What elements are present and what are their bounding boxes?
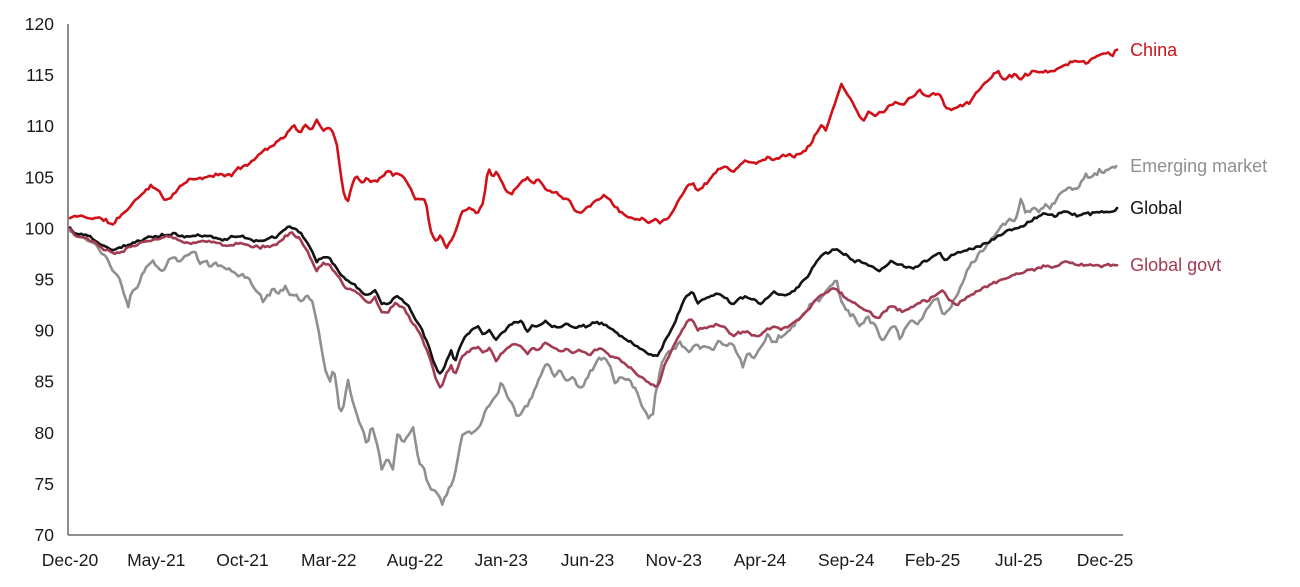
x-tick-label: Sep-24 (818, 550, 875, 570)
x-tick-label: Jun-23 (561, 550, 615, 570)
y-tick-label: 120 (25, 14, 54, 34)
x-tick-label: Aug-22 (387, 550, 443, 570)
y-tick-label: 115 (26, 65, 54, 85)
x-tick-label: Jul-25 (995, 550, 1043, 570)
y-tick-label: 90 (35, 321, 55, 341)
legend-label-global-govt: Global govt (1130, 255, 1222, 276)
y-tick-label: 110 (26, 116, 54, 136)
y-tick-label: 100 (25, 218, 54, 238)
x-tick-label: Apr-24 (734, 550, 787, 570)
series-line-global-govt (68, 227, 1119, 389)
x-tick-label: Mar-22 (301, 550, 356, 570)
y-tick-label: 80 (35, 423, 55, 443)
series-line-china (68, 48, 1119, 250)
x-tick-label: Oct-21 (216, 550, 269, 570)
y-tick-label: 75 (35, 474, 54, 494)
y-tick-label: 105 (25, 167, 54, 187)
x-tick-label: Dec-25 (1077, 550, 1133, 570)
x-tick-label: Nov-23 (646, 550, 702, 570)
y-tick-label: 85 (35, 372, 54, 392)
x-tick-label: Dec-20 (42, 550, 99, 570)
legend-label-emerging-market: Emerging market (1130, 156, 1268, 177)
x-tick-label: Feb-25 (905, 550, 960, 570)
legend-label-china: China (1130, 39, 1178, 60)
series-line-global (68, 206, 1119, 375)
x-tick-label: May-21 (127, 550, 185, 570)
y-tick-label: 70 (35, 525, 55, 545)
y-tick-label: 95 (35, 270, 54, 290)
legend-label-global: Global (1130, 197, 1183, 218)
x-tick-label: Jan-23 (474, 550, 528, 570)
series-line-emerging-market (68, 164, 1118, 506)
